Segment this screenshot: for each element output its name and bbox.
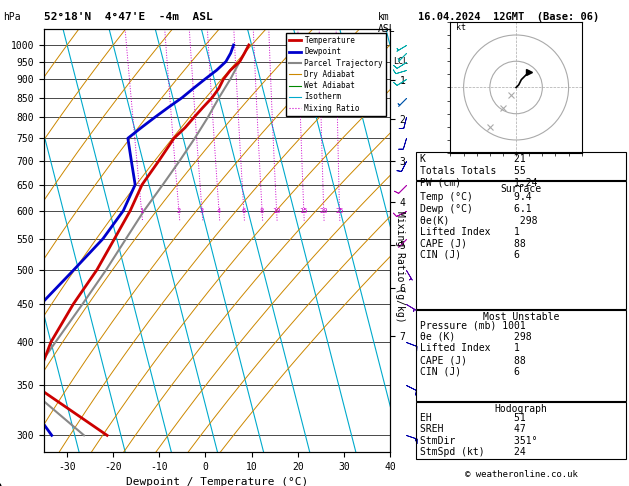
Text: 10: 10 xyxy=(272,208,281,214)
Text: Hodograph: Hodograph xyxy=(494,404,548,415)
Text: 2: 2 xyxy=(177,208,181,214)
Text: hPa: hPa xyxy=(3,12,21,22)
Text: K               21
Totals Totals   55
PW (cm)         1.24: K 21 Totals Totals 55 PW (cm) 1.24 xyxy=(420,154,537,187)
Legend: Temperature, Dewpoint, Parcel Trajectory, Dry Adiabat, Wet Adiabat, Isotherm, Mi: Temperature, Dewpoint, Parcel Trajectory… xyxy=(286,33,386,116)
Text: 8: 8 xyxy=(260,208,264,214)
Text: km
ASL: km ASL xyxy=(377,12,395,34)
Text: 20: 20 xyxy=(320,208,328,214)
Text: kt: kt xyxy=(456,23,465,32)
Text: 1: 1 xyxy=(140,208,143,214)
Text: 3: 3 xyxy=(200,208,204,214)
Text: Temp (°C)       9.4
Dewp (°C)       6.1
θe(K)            298
Lifted Index    1
C: Temp (°C) 9.4 Dewp (°C) 6.1 θe(K) 298 Li… xyxy=(420,192,537,260)
Text: Pressure (mb) 1001
θe (K)          298
Lifted Index    1
CAPE (J)        88
CIN : Pressure (mb) 1001 θe (K) 298 Lifted Ind… xyxy=(420,320,531,377)
Text: 25: 25 xyxy=(335,208,344,214)
Text: Most Unstable: Most Unstable xyxy=(483,312,559,322)
Text: Mixing Ratio (g/kg): Mixing Ratio (g/kg) xyxy=(395,211,405,323)
X-axis label: Dewpoint / Temperature (°C): Dewpoint / Temperature (°C) xyxy=(126,477,308,486)
Text: 4: 4 xyxy=(217,208,221,214)
Text: 6: 6 xyxy=(242,208,246,214)
Text: Surface: Surface xyxy=(501,184,542,194)
Text: 52°18'N  4°47'E  -4m  ASL: 52°18'N 4°47'E -4m ASL xyxy=(44,12,213,22)
Text: © weatheronline.co.uk: © weatheronline.co.uk xyxy=(465,469,577,479)
Text: 16.04.2024  12GMT  (Base: 06): 16.04.2024 12GMT (Base: 06) xyxy=(418,12,599,22)
Text: 15: 15 xyxy=(299,208,308,214)
Text: EH              51
SREH            47
StmDir          351°
StmSpd (kt)     24: EH 51 SREH 47 StmDir 351° StmSpd (kt) 24 xyxy=(420,413,537,457)
Text: LCL: LCL xyxy=(394,57,408,66)
